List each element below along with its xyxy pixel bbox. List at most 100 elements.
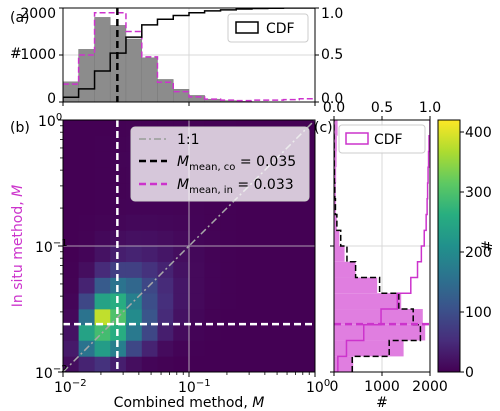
- heatmap-cell: [94, 309, 111, 326]
- panel-a-ticks: [59, 7, 319, 106]
- heatmap-cell: [173, 293, 190, 310]
- colorbar-tick-200: 200: [465, 245, 492, 261]
- heatmap-cell: [63, 309, 79, 326]
- heatmap-cell: [94, 135, 111, 152]
- panel-b-xlabel: Combined method, M: [114, 395, 265, 411]
- panel-a-ylabel: #: [10, 46, 22, 62]
- panel-c: (c) 0.0 0.5 1.0 0 1000 2000 # CDF: [314, 100, 448, 411]
- heatmap-cell: [78, 214, 95, 231]
- heatmap-cell: [204, 277, 221, 294]
- heatmap-cell: [94, 293, 111, 310]
- panel-c-bar: [334, 309, 423, 325]
- heatmap-cell: [204, 261, 221, 278]
- heatmap-cell: [78, 324, 95, 341]
- heatmap-cell: [94, 230, 111, 247]
- panel-a-bar: [78, 49, 95, 102]
- heatmap-cell: [157, 293, 174, 310]
- heatmap-cell: [157, 340, 174, 357]
- panel-c-bar: [334, 246, 345, 262]
- heatmap-cell: [204, 293, 221, 310]
- heatmap-cell: [125, 261, 143, 278]
- heatmap-cell: [63, 293, 79, 310]
- heatmap-cell: [141, 356, 158, 372]
- heatmap-cell: [125, 309, 143, 326]
- panel-b-ytick-1e-2: 10−2: [35, 364, 68, 382]
- heatmap-cell: [78, 261, 95, 278]
- panel-a-bar: [141, 57, 158, 102]
- heatmap-cell: [141, 214, 158, 231]
- colorbar-tick-100: 100: [465, 305, 492, 321]
- heatmap-cell: [63, 340, 79, 357]
- heatmap-cell: [63, 261, 79, 278]
- panel-c-bar: [334, 340, 404, 357]
- heatmap-cell: [141, 293, 158, 310]
- panel-a-right-tick-1.0: 1.0: [321, 6, 343, 22]
- heatmap-cell: [189, 198, 205, 215]
- heatmap-cell: [94, 356, 111, 372]
- panel-c-top-tick-0.5: 0.5: [371, 100, 393, 116]
- heatmap-cell: [173, 214, 190, 231]
- heatmap-cell: [63, 277, 79, 294]
- panel-c-bar: [334, 277, 378, 294]
- heatmap-cell: [220, 261, 237, 278]
- panel-a-bar: [125, 38, 143, 102]
- panel-c-combined-histogram-line: [334, 120, 422, 372]
- heatmap-cell: [141, 309, 158, 326]
- colorbar-label: #: [480, 240, 496, 252]
- panel-c-bar: [334, 135, 337, 152]
- heatmap-cell: [94, 246, 111, 263]
- heatmap-cell: [125, 230, 143, 247]
- heatmap-cell: [157, 356, 174, 372]
- heatmap-cell: [220, 246, 237, 263]
- heatmap-cell: [94, 261, 111, 278]
- heatmap-cell: [141, 198, 158, 215]
- heatmap-cell: [204, 230, 221, 247]
- colorbar: 0 100 200 300 400 #: [437, 119, 496, 381]
- panel-c-bar: [334, 214, 337, 231]
- colorbar-tick-300: 300: [465, 185, 492, 201]
- colorbar-ticks: [460, 131, 464, 373]
- panel-c-bar: [334, 151, 337, 168]
- heatmap-cell: [157, 309, 174, 326]
- heatmap-cell: [141, 340, 158, 357]
- panel-b-ticks: [58, 119, 316, 377]
- panel-c-ticks: [330, 116, 431, 376]
- heatmap-cell: [157, 230, 174, 247]
- heatmap-cell: [204, 198, 221, 215]
- colorbar-tick-0: 0: [465, 365, 474, 381]
- heatmap-cell: [220, 214, 237, 231]
- heatmap-cell: [94, 214, 111, 231]
- panel-b: (b) 10−2 10−1 100 10−2 10−1 100 Combined…: [10, 112, 330, 411]
- heatmap-cell: [125, 198, 143, 215]
- panel-b-ytick-1e-1: 10−1: [35, 238, 68, 256]
- panel-b-legend-box: [130, 126, 310, 202]
- heatmap-cell: [141, 230, 158, 247]
- heatmap-cell: [94, 151, 111, 168]
- panel-c-xtick-1000: 1000: [364, 379, 400, 395]
- heatmap-cell: [125, 356, 143, 372]
- panel-a-legend: CDF: [227, 13, 309, 43]
- heatmap-cell: [157, 277, 174, 294]
- heatmap-cell: [110, 120, 127, 137]
- heatmap-cell: [94, 277, 111, 294]
- legend-mean-co-label: Mmean, co = 0.035: [177, 154, 296, 173]
- colorbar-tick-400: 400: [465, 125, 492, 141]
- heatmap-cell: [94, 198, 111, 215]
- panel-c-bar: [334, 356, 354, 372]
- panel-c-legend: CDF: [338, 124, 426, 154]
- panel-c-bar: [334, 120, 338, 136]
- panel-a-legend-cdf-label: CDF: [266, 21, 295, 37]
- panel-b-ylabel: In situ method, M: [10, 185, 26, 308]
- heatmap-cell: [173, 261, 190, 278]
- heatmap-cell: [189, 261, 205, 278]
- heatmap-cell: [78, 230, 95, 247]
- panel-b-legend: 1:1 Mmean, co = 0.035 Mmean, in = 0.033: [130, 126, 310, 202]
- panel-c-legend-cdf-label: CDF: [374, 132, 403, 148]
- heatmap-cell: [173, 340, 190, 357]
- heatmap-cell: [78, 246, 95, 263]
- panel-c-legend-cdf-swatch: [345, 132, 369, 145]
- heatmap-cell: [204, 309, 221, 326]
- heatmap-cell: [125, 214, 143, 231]
- heatmap-cell: [189, 214, 205, 231]
- legend-one-to-one-label: 1:1: [177, 132, 200, 148]
